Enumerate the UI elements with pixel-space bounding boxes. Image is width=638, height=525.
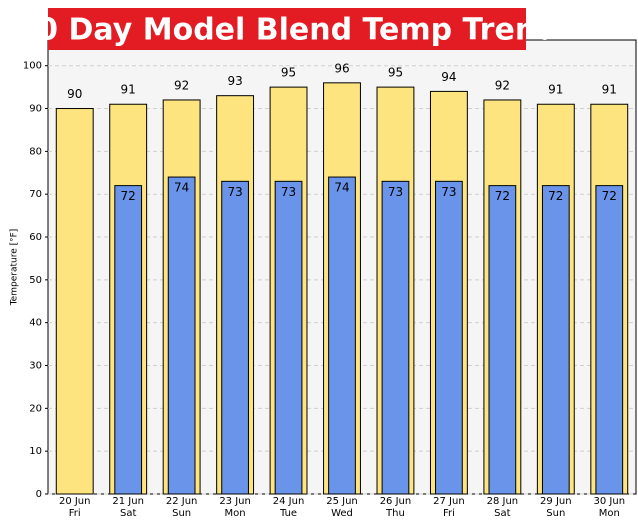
x-tick-day: Sun [172, 508, 191, 519]
bar [381, 180, 410, 495]
value-label: 96 [334, 61, 349, 75]
x-tick-label: 28 Jun [487, 496, 519, 507]
y-tick-label: 80 [29, 146, 42, 157]
x-tick-day: Fri [443, 508, 455, 519]
x-tick-label: 29 Jun [540, 496, 572, 507]
x-tick-label: 24 Jun [273, 496, 305, 507]
value-label: 93 [227, 74, 242, 88]
value-label: 95 [281, 66, 296, 80]
value-label: 73 [388, 185, 403, 199]
x-tick-label: 27 Jun [433, 496, 465, 507]
value-label: 74 [174, 181, 189, 195]
bar [55, 108, 94, 495]
x-tick-day: Thu [385, 508, 405, 519]
x-tick-day: Sat [494, 508, 510, 519]
y-tick-label: 0 [36, 489, 42, 500]
bar [595, 185, 624, 495]
x-tick-day: Mon [599, 508, 620, 519]
value-label: 91 [121, 83, 136, 97]
y-tick-label: 90 [29, 104, 42, 115]
y-tick-label: 50 [29, 275, 42, 286]
x-tick-day: Sat [120, 508, 136, 519]
x-tick-label: 25 Jun [326, 496, 358, 507]
bar [435, 180, 463, 495]
value-label: 95 [388, 66, 403, 80]
value-label: 73 [227, 185, 242, 199]
y-tick-label: 20 [29, 403, 42, 414]
y-tick-label: 100 [23, 61, 42, 72]
y-tick-label: 40 [29, 318, 42, 329]
value-label: 92 [495, 78, 510, 92]
bar [167, 176, 196, 495]
y-tick-label: 60 [29, 232, 42, 243]
y-axis-label: Temperature [°F] [10, 229, 20, 307]
bar [488, 185, 517, 495]
x-tick-day: Tue [279, 508, 297, 519]
y-tick-label: 70 [29, 189, 42, 200]
x-tick-label: 20 Jun [59, 496, 91, 507]
x-tick-day: Sun [546, 508, 565, 519]
bar [114, 185, 143, 495]
value-label: 73 [281, 185, 296, 199]
value-label: 72 [121, 189, 136, 203]
value-label: 72 [548, 189, 563, 203]
title-box [48, 8, 526, 50]
x-tick-day: Fri [69, 508, 81, 519]
value-label: 72 [602, 189, 617, 203]
x-tick-label: 22 Jun [166, 496, 198, 507]
x-tick-label: 26 Jun [380, 496, 412, 507]
bar [328, 176, 356, 495]
bar [274, 180, 303, 495]
value-label: 94 [441, 70, 456, 84]
value-label: 74 [334, 181, 349, 195]
value-label: 90 [67, 87, 82, 101]
x-tick-day: Wed [331, 508, 353, 519]
x-tick-day: Mon [225, 508, 246, 519]
value-label: 91 [548, 83, 563, 97]
x-tick-label: 23 Jun [219, 496, 251, 507]
bar [221, 180, 249, 495]
x-tick-label: 30 Jun [594, 496, 626, 507]
y-tick-label: 30 [29, 361, 42, 372]
value-label: 91 [602, 83, 617, 97]
x-tick-label: 21 Jun [112, 496, 144, 507]
value-label: 92 [174, 78, 189, 92]
y-tick-label: 10 [29, 446, 42, 457]
chart-title: 10 Day Model Blend Temp Trend [16, 13, 557, 48]
value-label: 73 [441, 185, 456, 199]
value-label: 72 [495, 189, 510, 203]
bar [541, 185, 570, 495]
